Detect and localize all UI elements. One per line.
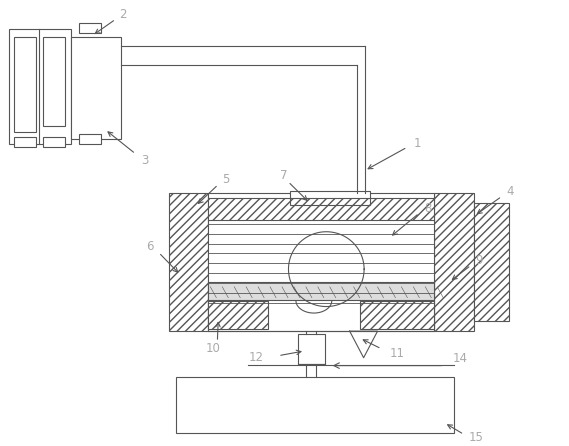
Bar	[9, 29, 71, 144]
Text: 6: 6	[146, 240, 154, 253]
Text: 10: 10	[206, 343, 221, 355]
Bar	[14, 37, 36, 132]
Text: 7: 7	[281, 169, 288, 182]
Bar	[71, 37, 121, 139]
Bar	[175, 377, 454, 433]
Text: 11: 11	[390, 347, 405, 360]
Bar	[79, 134, 101, 144]
Bar	[298, 334, 325, 363]
Text: 14: 14	[452, 352, 467, 365]
Text: 3: 3	[141, 154, 148, 167]
Bar	[434, 194, 474, 331]
Text: 1: 1	[413, 136, 421, 150]
Bar	[208, 282, 434, 300]
Bar	[474, 203, 509, 321]
Text: 15: 15	[469, 431, 484, 444]
Bar	[208, 198, 434, 220]
Bar	[290, 191, 370, 205]
Bar	[43, 37, 65, 126]
Bar	[14, 137, 36, 147]
Bar	[208, 301, 268, 329]
Text: 8: 8	[424, 202, 432, 215]
Bar	[79, 23, 101, 33]
Bar	[43, 137, 65, 147]
Text: 9: 9	[475, 254, 483, 267]
Bar	[208, 194, 434, 331]
Text: 5: 5	[222, 173, 230, 186]
Bar	[168, 194, 208, 331]
Text: 4: 4	[506, 185, 513, 198]
Bar	[360, 301, 434, 329]
Text: 12: 12	[249, 351, 264, 364]
Text: 2: 2	[119, 8, 126, 21]
